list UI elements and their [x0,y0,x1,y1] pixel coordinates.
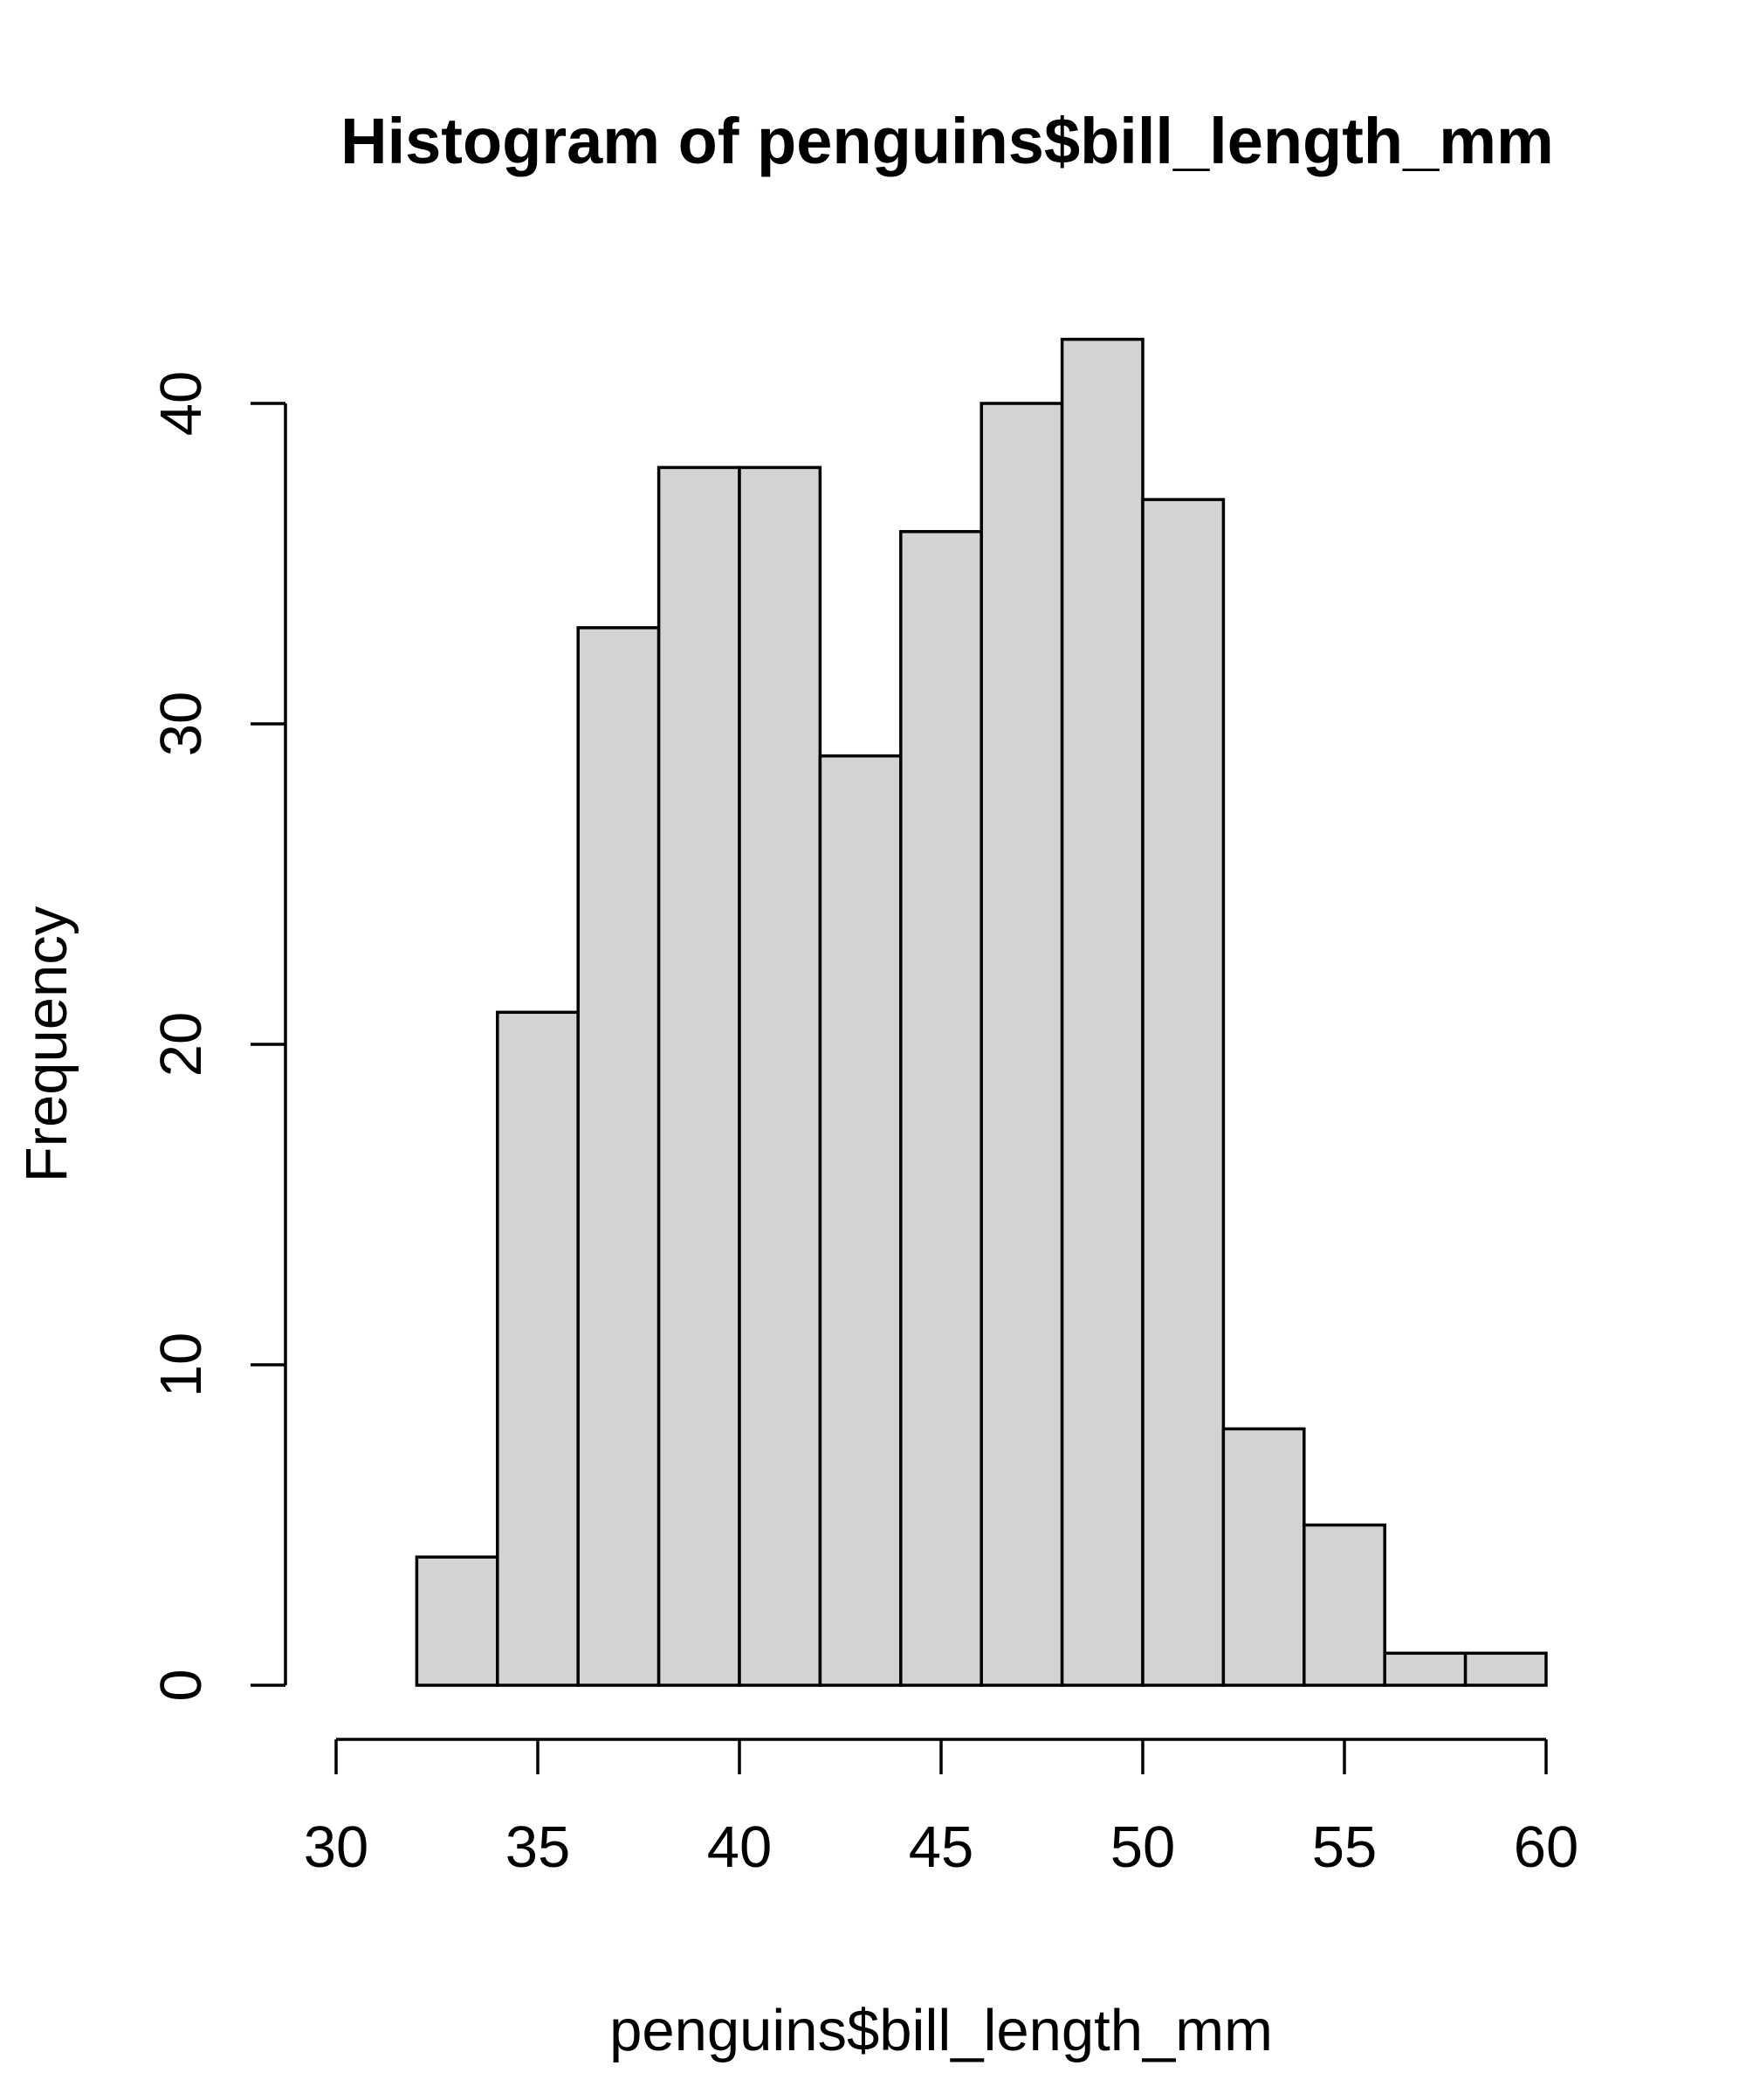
histogram-bar [496,1010,580,1687]
y-tick-label: 20 [148,1012,214,1078]
histogram-bar [576,626,661,1687]
x-tick-label: 35 [505,1814,571,1880]
histogram-bar [415,1555,499,1687]
histogram-bar [1463,1651,1548,1687]
x-axis-title: penguins$bill_length_mm [609,1998,1273,2063]
histogram-bar [656,465,741,1687]
histogram-bar [1303,1523,1386,1687]
x-tick-label: 60 [1514,1814,1579,1880]
y-tick-label: 30 [148,692,214,757]
histogram-bar [738,465,822,1687]
histogram-bar [980,402,1064,1687]
histogram-bar [1141,498,1226,1687]
x-tick-label: 55 [1312,1814,1378,1880]
y-tick-label: 40 [148,371,214,437]
x-tick-label: 40 [707,1814,773,1880]
histogram-bars [415,337,1548,1687]
histogram-bar [818,754,903,1687]
chart-title: Histogram of penguins$bill_length_mm [340,105,1554,177]
histogram-bar [1383,1651,1468,1687]
histogram-bar [1221,1427,1306,1687]
y-axis: 0 10 20 30 40 [148,371,287,1702]
x-axis: 30 35 40 45 50 55 60 [304,1738,1579,1880]
y-axis-title: Frequency [14,905,79,1182]
y-tick-label: 0 [148,1669,214,1701]
x-tick-label: 30 [304,1814,369,1880]
histogram-bar [1060,337,1145,1687]
histogram-bar [899,530,983,1687]
y-tick-label: 10 [148,1332,214,1398]
x-tick-label: 45 [909,1814,974,1880]
x-tick-label: 50 [1110,1814,1176,1880]
